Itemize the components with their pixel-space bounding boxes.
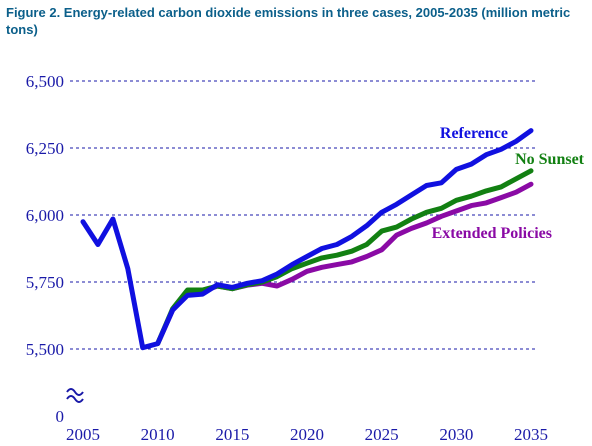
x-tick-label: 2010 [141, 425, 175, 444]
x-tick-label: 2025 [365, 425, 399, 444]
series-label-reference: Reference [440, 125, 508, 142]
y-tick-label: 6,000 [26, 206, 64, 225]
series-line-reference [80, 128, 534, 351]
x-tick-label: 2015 [215, 425, 249, 444]
x-tick-label: 2020 [290, 425, 324, 444]
y-tick-label: 5,750 [26, 273, 64, 292]
axis-break-icon [66, 395, 84, 403]
y-tick-label: 6,250 [26, 139, 64, 158]
y-tick-label: 5,500 [26, 340, 64, 359]
y-tick-label: 0 [56, 407, 65, 426]
series-line-no-sunset [155, 168, 534, 347]
series-label-extended-policies: Extended Policies [432, 225, 552, 242]
x-tick-label: 2030 [439, 425, 473, 444]
x-tick-label: 2035 [514, 425, 548, 444]
x-tick-label: 2005 [66, 425, 100, 444]
axis-break-icon [66, 388, 84, 396]
chart-title: Figure 2. Energy-related carbon dioxide … [6, 5, 571, 37]
y-tick-label: 6,500 [26, 72, 64, 91]
series-line-extended-policies [155, 181, 534, 347]
series-label-no-sunset: No Sunset [515, 151, 585, 168]
